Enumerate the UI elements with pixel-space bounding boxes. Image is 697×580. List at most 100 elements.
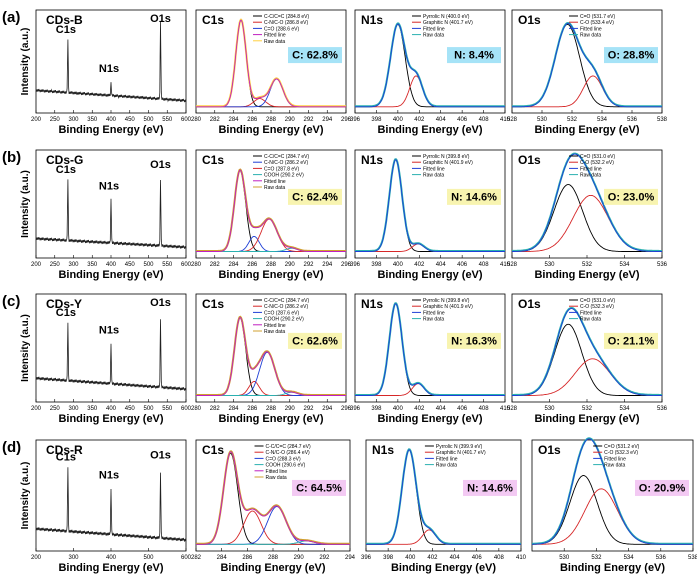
x-tick-label: 396 [350, 117, 361, 123]
legend-entry: COOH (290.6 eV) [266, 463, 306, 469]
x-tick-label: 290 [285, 117, 296, 123]
x-tick-label: 286 [247, 117, 258, 123]
legend-entry: Graphitic N (401.9 eV) [423, 160, 473, 166]
x-tick-label: 250 [50, 262, 61, 268]
legend-entry: C-C/C=C (284.7 eV) [266, 444, 311, 450]
composition-value: O: 21.1% [608, 335, 655, 347]
composition-badge [604, 47, 658, 64]
x-tick-label: 534 [597, 117, 608, 123]
x-tick-label: 200 [31, 262, 42, 268]
legend-entry: Pyrrolic N (400.0 eV) [423, 14, 470, 20]
legend-entry: Graphitic N (401.9 eV) [423, 304, 473, 310]
x-tick-label: 406 [457, 117, 468, 123]
peak-label: N1s [99, 180, 119, 192]
legend-entry: Raw data [580, 317, 601, 323]
y-axis-label: Intensity (a.u.) [20, 28, 31, 96]
row-cds-r: (d) 200 300 400 500 600 Binding Energy (eV) Int… [2, 437, 697, 574]
x-tick-label: 402 [414, 406, 425, 412]
composition-value: C: 64.5% [296, 482, 342, 494]
panel-title: O1s [518, 153, 541, 167]
legend-entry: C-N/C-O (286.4 eV) [266, 450, 311, 456]
x-tick-label: 292 [303, 406, 314, 412]
peak-label: N1s [99, 63, 119, 75]
composition-badge [288, 47, 342, 64]
x-tick-label: 396 [350, 262, 361, 268]
survey-panel: 200 250 300 350 400 450 500 550 600 Binding Energ… [20, 293, 192, 425]
fitted-curve [366, 449, 521, 545]
legend-entry: Raw data [264, 185, 285, 191]
x-tick-label: 296 [341, 117, 352, 123]
legend-entry: Fitted line [423, 166, 445, 172]
x-tick-label: 600 [181, 262, 192, 268]
legend-entry: C-O (533.4 eV) [580, 20, 614, 26]
legend-entry: C-N/C-O (286.8 eV) [264, 20, 309, 26]
x-tick-label: 408 [479, 117, 490, 123]
peak-label: C1s [56, 307, 76, 319]
row-label: (b) [2, 149, 21, 166]
x-tick-label: 286 [242, 555, 253, 561]
peak-label: O1s [150, 449, 171, 461]
x-tick-label: 532 [567, 117, 578, 123]
legend-entry: Fitted line [423, 310, 445, 316]
legend-entry: C=O (288.3 eV) [266, 456, 301, 462]
x-axis-label: Binding Energy (eV) [377, 413, 482, 425]
legend-entry: C-C/C=C (284.8 eV) [264, 14, 309, 20]
x-tick-label: 530 [544, 406, 555, 412]
x-tick-label: 288 [266, 117, 277, 123]
composition-value: N: 14.6% [451, 191, 497, 203]
x-tick-label: 284 [228, 117, 239, 123]
legend-entry: Fitted line [264, 33, 286, 39]
panel-c1s: 280 282 284 286 288 290 292 294 296 Binding Energ… [191, 9, 352, 136]
composition-badge [463, 479, 517, 496]
panel-o1s: 528 530 532 534 536 Binding Energy (eV) O1s C=O… [507, 293, 668, 425]
x-tick-label: 500 [143, 262, 154, 268]
composition-badge [447, 188, 501, 205]
composition-value: N: 14.6% [467, 482, 513, 494]
x-tick-label: 300 [68, 406, 79, 412]
composition-value: C: 62.4% [292, 191, 338, 203]
x-tick-label: 288 [266, 406, 277, 412]
legend-entry: Fitted line [264, 179, 286, 185]
x-tick-label: 550 [162, 117, 173, 123]
x-tick-label: 400 [106, 555, 117, 561]
fitted-curve [196, 19, 346, 108]
x-tick-label: 404 [436, 117, 447, 123]
row-cds-y: (c) 200 250 300 350 400 450 500 550 600 Binding En… [2, 293, 668, 425]
legend-entry: COOH (290.2 eV) [264, 173, 304, 179]
row-label: (c) [2, 293, 20, 310]
fitted-curve [532, 438, 693, 545]
sample-name: CDs-B [46, 13, 83, 27]
x-axis-label: Binding Energy (eV) [58, 413, 163, 425]
x-tick-label: 400 [106, 117, 117, 123]
panel-title: C1s [202, 443, 224, 457]
x-tick-label: 406 [457, 406, 468, 412]
legend-entry: Raw data [436, 463, 457, 469]
x-tick-label: 280 [191, 262, 202, 268]
legend-entry: Fitted line [580, 26, 602, 32]
legend-entry: C-O (532.3 eV) [580, 304, 614, 310]
x-tick-label: 550 [162, 406, 173, 412]
legend-entry: C=O (287.8 eV) [264, 166, 299, 172]
row-label: (a) [2, 9, 20, 26]
legend-entry: Raw data [604, 463, 625, 469]
x-tick-label: 530 [559, 555, 570, 561]
legend-entry: Graphitic N (401.7 eV) [423, 20, 473, 26]
x-tick-label: 398 [371, 262, 382, 268]
legend-entry: C-O (532.2 eV) [580, 160, 614, 166]
composition-badge [288, 188, 342, 205]
x-tick-label: 404 [450, 555, 461, 561]
x-tick-label: 400 [405, 555, 416, 561]
x-tick-label: 410 [500, 117, 511, 123]
peak-label: C1s [56, 24, 76, 36]
x-tick-label: 290 [294, 555, 305, 561]
composition-badge [447, 47, 501, 64]
x-tick-label: 528 [507, 406, 518, 412]
x-axis-label: Binding Energy (eV) [58, 269, 163, 281]
legend-entry: C=O (531.0 eV) [580, 298, 615, 304]
x-tick-label: 536 [656, 555, 667, 561]
x-tick-label: 402 [414, 117, 425, 123]
panel-n1s: 396 398 400 402 404 406 408 410 Binding Energy (… [350, 149, 511, 281]
x-tick-label: 350 [87, 406, 98, 412]
row-cds-g: (b) 200 250 300 350 400 450 500 550 600 Binding En… [2, 149, 668, 281]
